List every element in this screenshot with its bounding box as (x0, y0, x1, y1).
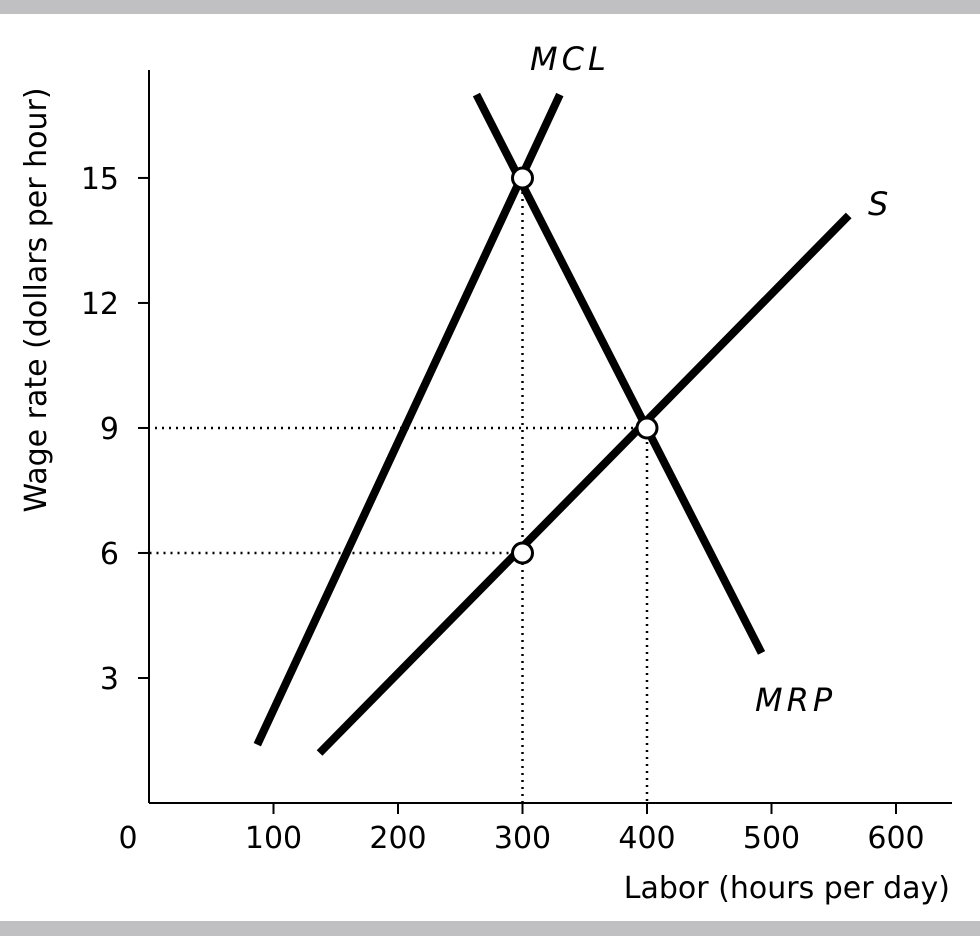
series-line-s (316, 212, 852, 756)
bottom-band (0, 921, 980, 936)
y-tick-label: 12 (81, 287, 119, 322)
highlighted-point (511, 541, 534, 565)
ticks: 100 200 300 400 500 600 3 6 9 12 15 (81, 162, 925, 856)
series-label-s: S (868, 185, 892, 223)
series-label-mcl: MCL (530, 40, 610, 78)
x-tick-label: 200 (369, 821, 426, 856)
series-line-mcl (253, 92, 564, 747)
x-tick-label: 500 (743, 821, 800, 856)
x-tick-label: 300 (494, 821, 551, 856)
top-band (0, 0, 980, 14)
series-label-mrp: MRP (755, 681, 836, 719)
y-tick-label: 15 (81, 162, 119, 197)
y-axis-label: Wage rate (dollars per hour) (19, 87, 54, 512)
guide-lines (149, 177, 649, 803)
curves (253, 92, 852, 756)
y-tick-label: 6 (100, 537, 119, 572)
x-tick-label: 400 (618, 821, 675, 856)
highlighted-point (635, 416, 659, 440)
x-origin-label: 0 (118, 821, 137, 856)
y-tick-label: 3 (100, 662, 119, 697)
x-tick-label: 600 (867, 821, 924, 856)
y-tick-label: 9 (100, 412, 119, 447)
highlighted-point (511, 166, 534, 190)
x-axis-label: Labor (hours per day) (624, 871, 950, 906)
highlighted-points (511, 166, 659, 565)
x-tick-label: 100 (245, 821, 302, 856)
